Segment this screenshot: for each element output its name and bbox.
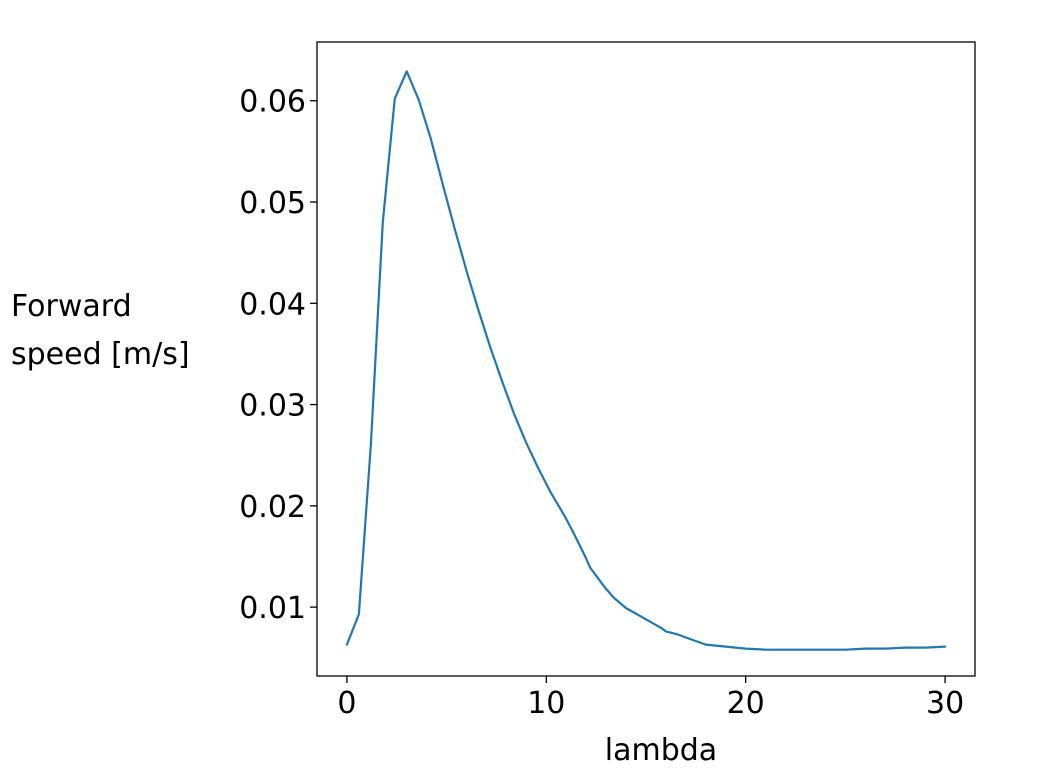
y-tick-label: 0.04 <box>239 287 306 322</box>
x-axis-label: lambda <box>605 733 717 768</box>
y-tick-label: 0.01 <box>239 591 306 626</box>
y-tick-label: 0.03 <box>239 389 306 424</box>
x-tick-label: 10 <box>527 686 565 721</box>
y-tick-label: 0.06 <box>239 85 306 120</box>
forward-speed-line <box>345 70 947 651</box>
y-axis-ticks: 0.01 0.02 0.03 0.04 0.05 0.06 <box>239 85 317 626</box>
y-tick-label: 0.05 <box>239 186 306 221</box>
y-tick-label: 0.02 <box>239 490 306 525</box>
y-axis-label-line-1: Forward <box>11 289 132 324</box>
y-axis-label-line-2: speed [m/s] <box>11 337 190 372</box>
x-tick-label: 0 <box>337 686 356 721</box>
x-axis-ticks: 0 10 20 30 <box>337 676 964 721</box>
plot-area <box>316 41 976 677</box>
x-tick-label: 30 <box>926 686 964 721</box>
x-tick-label: 20 <box>727 686 765 721</box>
